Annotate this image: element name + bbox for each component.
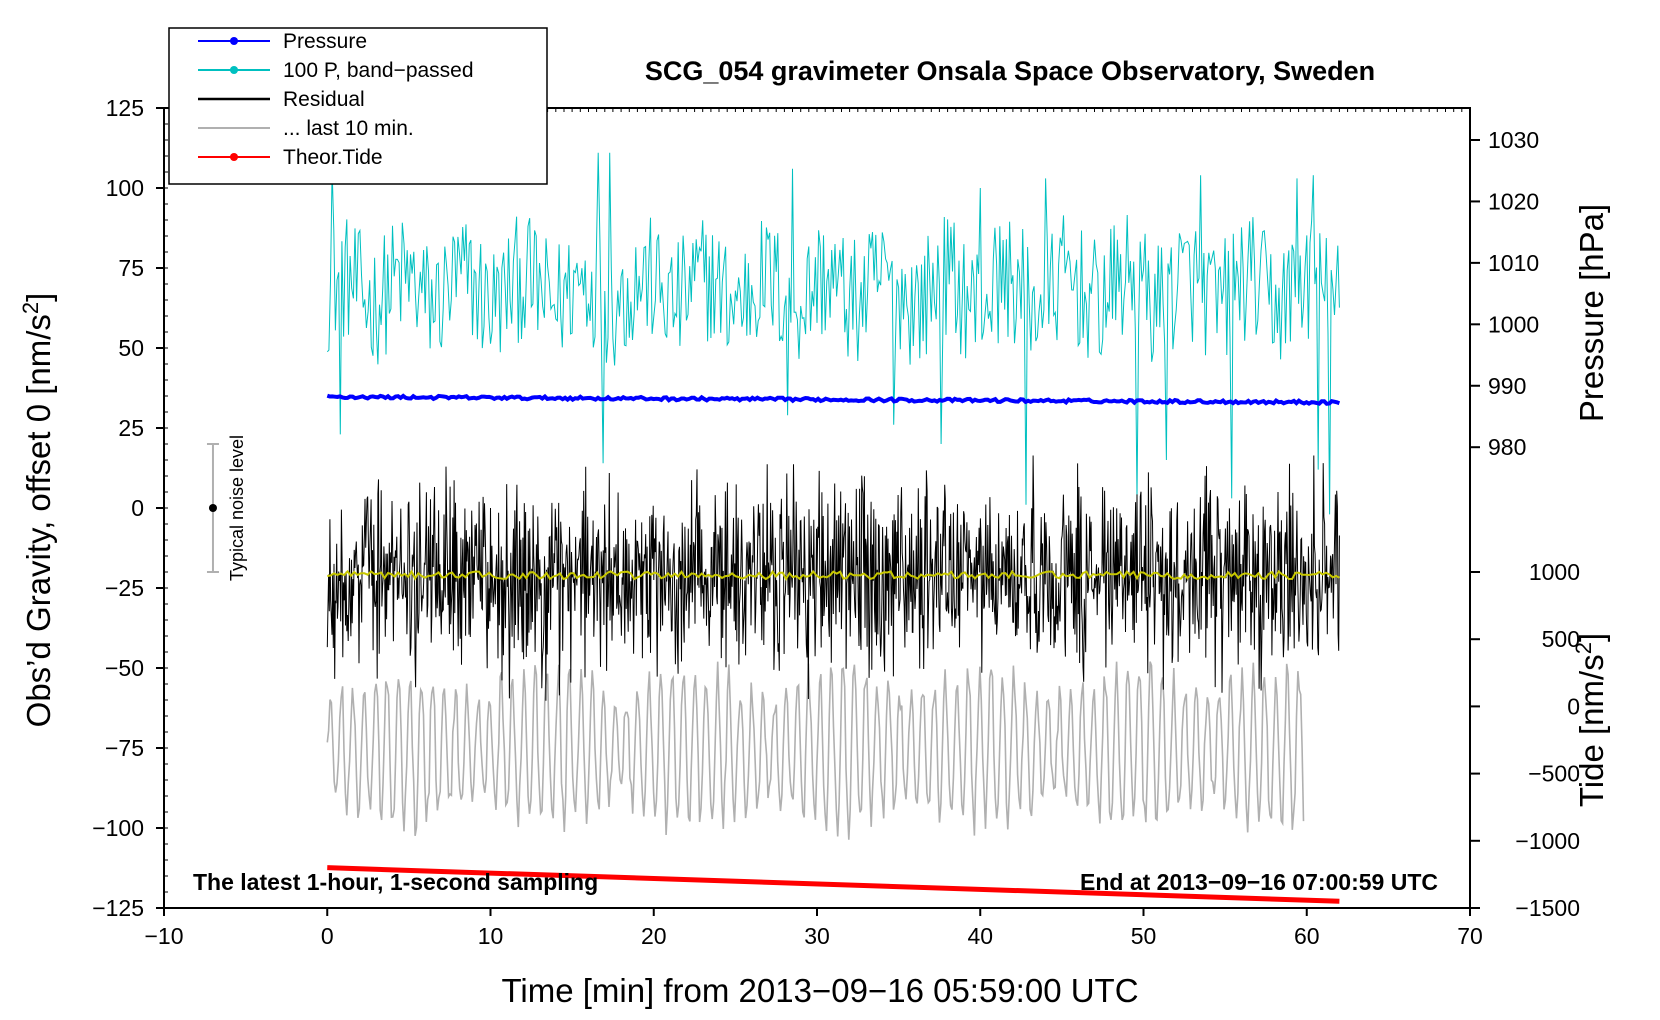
legend-label: Theor.Tide	[283, 146, 383, 169]
y-tick-label: −100	[92, 815, 144, 841]
tide-tick-label: 1000	[1529, 559, 1580, 585]
legend-label: Residual	[283, 88, 365, 111]
series-layer	[326, 152, 1341, 904]
tide-tick-label: −1000	[1515, 828, 1580, 854]
y-axis-title-sup: 2	[18, 302, 43, 314]
series-line-residual	[326, 455, 1340, 701]
pressure-tick-label: 1020	[1488, 188, 1539, 214]
x-tick-label: 40	[967, 923, 993, 949]
pressure-tick-label: 990	[1488, 373, 1526, 399]
x-tick-label: 70	[1457, 923, 1483, 949]
noise-bar-label: Typical noise level	[227, 435, 247, 581]
series-line-tide	[327, 865, 1340, 904]
tide-tick-label: −500	[1528, 761, 1580, 787]
pressure-tick-label: 1000	[1488, 311, 1539, 337]
x-tick-label: 60	[1294, 923, 1320, 949]
tide-axis-title-text: Tide [nm/s	[1573, 654, 1610, 807]
series-line-last-10-min	[326, 661, 1305, 840]
y-tick-label: 25	[118, 415, 144, 441]
pressure-tick-label: 980	[1488, 434, 1526, 460]
y-axis-title-close: ]	[20, 293, 57, 302]
legend-swatch-dot	[230, 153, 238, 161]
series-line-bandpassed-pressure	[326, 152, 1340, 515]
annotation-end-time: End at 2013−09−16 07:00:59 UTC	[1080, 869, 1438, 895]
tide-tick-label: −1500	[1515, 895, 1580, 921]
y-axis-title-pressure: Pressure [hPa]	[1573, 204, 1610, 422]
y-tick-label: 0	[131, 495, 144, 521]
y-tick-label: −25	[105, 575, 144, 601]
legend-swatch-dot	[230, 37, 238, 45]
legend-swatch-dot	[230, 66, 238, 74]
pressure-tick-label: 1010	[1488, 250, 1539, 276]
tide-axis-title-sup: 2	[1571, 642, 1596, 654]
y-tick-label: 100	[106, 175, 144, 201]
chart-title: SCG_054 gravimeter Onsala Space Observat…	[645, 56, 1375, 86]
y-axis-title-tide: Tide [nm/s2]	[1571, 633, 1610, 807]
x-tick-label: 30	[804, 923, 830, 949]
x-tick-label: 20	[641, 923, 667, 949]
series-line-residual-smoothed	[327, 569, 1340, 582]
y-axis-title-text: Obs’d Gravity, offset 0 [nm/s	[20, 314, 57, 727]
x-tick-label: 0	[321, 923, 334, 949]
x-tick-label: −10	[144, 923, 183, 949]
x-axis-title: Time [min] from 2013−09−16 05:59:00 UTC	[501, 972, 1138, 1009]
y-tick-label: −75	[105, 735, 144, 761]
tide-tick-label: 500	[1542, 626, 1580, 652]
series-line-pressure	[326, 393, 1341, 406]
y-tick-label: 50	[118, 335, 144, 361]
noise-bar-dot	[208, 504, 217, 512]
x-tick-label: 10	[478, 923, 504, 949]
y-axis-title-gravity: Obs’d Gravity, offset 0 [nm/s2]	[18, 293, 57, 728]
noise-indicator: Typical noise level	[206, 435, 247, 581]
y-tick-label: −50	[105, 655, 144, 681]
y-tick-label: 75	[118, 255, 144, 281]
legend-label: ... last 10 min.	[283, 117, 414, 140]
ticks: −10 0 10 20 30 40 50 60 70−125−100−75−50−2502550…	[92, 95, 1580, 949]
x-tick-label: 50	[1131, 923, 1157, 949]
legend-label: Pressure	[283, 30, 367, 53]
y-tick-label: 125	[106, 95, 144, 121]
tide-tick-label: 0	[1567, 693, 1580, 719]
legend-label: 100 P, band−passed	[283, 59, 474, 82]
tide-axis-title-close: ]	[1573, 633, 1610, 642]
legend: Pressure 100 P, band−passed Residual ... la…	[168, 27, 548, 185]
annotation-sampling: The latest 1-hour, 1-second sampling	[193, 869, 598, 895]
y-tick-label: −125	[92, 895, 144, 921]
left-minor-ticks	[164, 107, 168, 909]
pressure-tick-label: 1030	[1488, 127, 1539, 153]
